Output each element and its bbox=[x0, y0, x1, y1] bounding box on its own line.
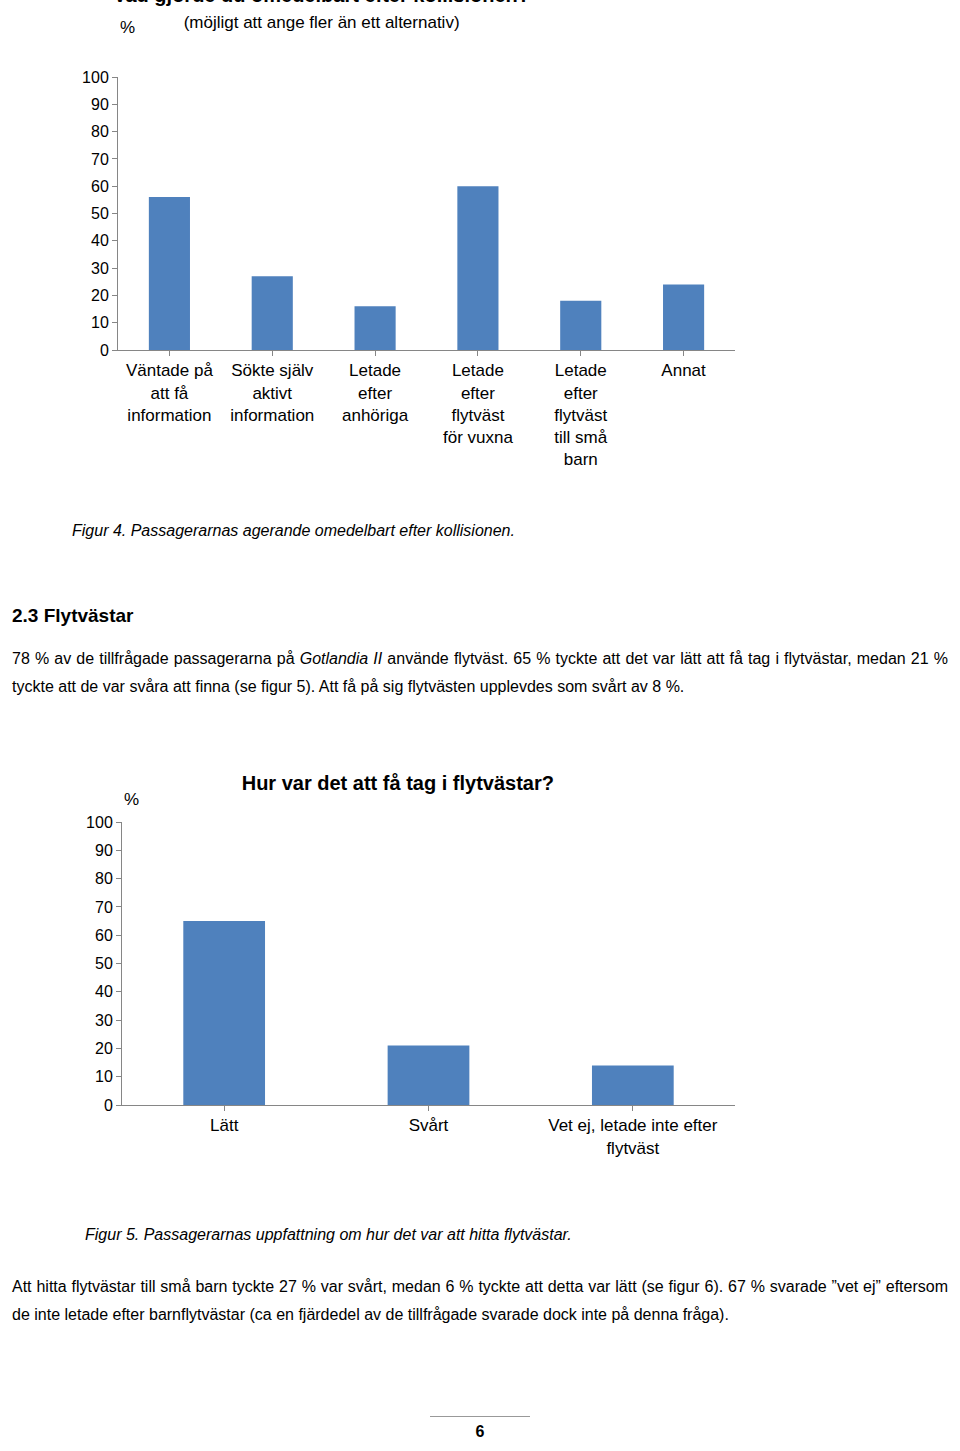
svg-text:Sökte självaktivtinformation: Sökte självaktivtinformation bbox=[230, 361, 314, 424]
html-text:6: 6 bbox=[475, 1423, 485, 1440]
svg-text:10: 10 bbox=[91, 314, 109, 331]
svg-text:Letadeefteranhöriga: Letadeefteranhöriga bbox=[342, 361, 409, 424]
svg-text:60: 60 bbox=[91, 178, 109, 195]
svg-text:90: 90 bbox=[95, 842, 113, 859]
svg-text:Letadeefterflytvästför vuxna: Letadeefterflytvästför vuxna bbox=[443, 361, 513, 446]
svg-text:40: 40 bbox=[95, 983, 113, 1000]
svg-text:20: 20 bbox=[91, 287, 109, 304]
svg-text:50: 50 bbox=[95, 955, 113, 972]
svg-text:60: 60 bbox=[95, 927, 113, 944]
svg-text:Svårt: Svårt bbox=[409, 1116, 449, 1135]
svg-text:10: 10 bbox=[95, 1068, 113, 1085]
html-text:2.3 Flytvästar: 2.3 Flytvästar bbox=[12, 605, 134, 626]
svg-text:30: 30 bbox=[91, 260, 109, 277]
svg-text:80: 80 bbox=[95, 870, 113, 887]
svg-text:Letadeefterflytvästtill småbar: Letadeefterflytvästtill småbarn bbox=[554, 361, 607, 468]
svg-text:70: 70 bbox=[95, 899, 113, 916]
svg-text:Annat: Annat bbox=[661, 361, 706, 380]
svg-text:100: 100 bbox=[82, 69, 109, 86]
svg-text:0: 0 bbox=[100, 342, 109, 359]
svg-text:Vet ej, letade inte efterflytv: Vet ej, letade inte efterflytväst bbox=[548, 1116, 718, 1157]
svg-text:%: % bbox=[124, 790, 139, 809]
svg-text:Väntade påatt fåinformation: Väntade påatt fåinformation bbox=[126, 361, 214, 424]
svg-text:70: 70 bbox=[91, 151, 109, 168]
svg-text:Vad gjorde du omedelbart efter: Vad gjorde du omedelbart efter kollision… bbox=[113, 0, 530, 32]
html-text:Figur 5. Passagerarnas uppfatt: Figur 5. Passagerarnas uppfattning om hu… bbox=[85, 1226, 572, 1243]
svg-text:80: 80 bbox=[91, 123, 109, 140]
svg-text:30: 30 bbox=[95, 1012, 113, 1029]
svg-text:40: 40 bbox=[91, 232, 109, 249]
svg-text:20: 20 bbox=[95, 1040, 113, 1057]
svg-text:50: 50 bbox=[91, 205, 109, 222]
svg-text:90: 90 bbox=[91, 96, 109, 113]
html-text:Figur 4. Passagerarnas agerand: Figur 4. Passagerarnas agerande omedelba… bbox=[72, 522, 515, 539]
svg-text:100: 100 bbox=[86, 814, 113, 831]
svg-text:0: 0 bbox=[104, 1097, 113, 1114]
html-text:78 % av de tillfrågade passage: 78 % av de tillfrågade passagerarna på G… bbox=[12, 650, 948, 695]
svg-text:Lätt: Lätt bbox=[210, 1116, 239, 1135]
svg-text:%: % bbox=[120, 18, 135, 37]
svg-text:Hur var det att få tag i flytv: Hur var det att få tag i flytvästar? bbox=[242, 772, 554, 794]
html-text:Att hitta flytvästar till små: Att hitta flytvästar till små barn tyckt… bbox=[12, 1278, 948, 1323]
